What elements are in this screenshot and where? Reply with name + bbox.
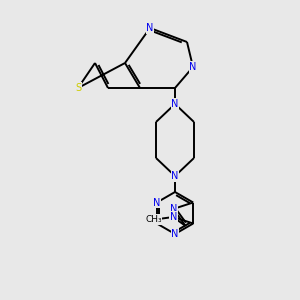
- Text: N: N: [189, 62, 197, 72]
- Text: N: N: [171, 171, 179, 181]
- Text: N: N: [169, 204, 177, 214]
- Text: N: N: [171, 229, 179, 239]
- Text: N: N: [171, 99, 179, 109]
- Text: CH₃: CH₃: [145, 215, 162, 224]
- Text: N: N: [169, 212, 177, 222]
- Text: S: S: [75, 83, 81, 93]
- Text: N: N: [146, 23, 154, 33]
- Text: N: N: [153, 197, 160, 208]
